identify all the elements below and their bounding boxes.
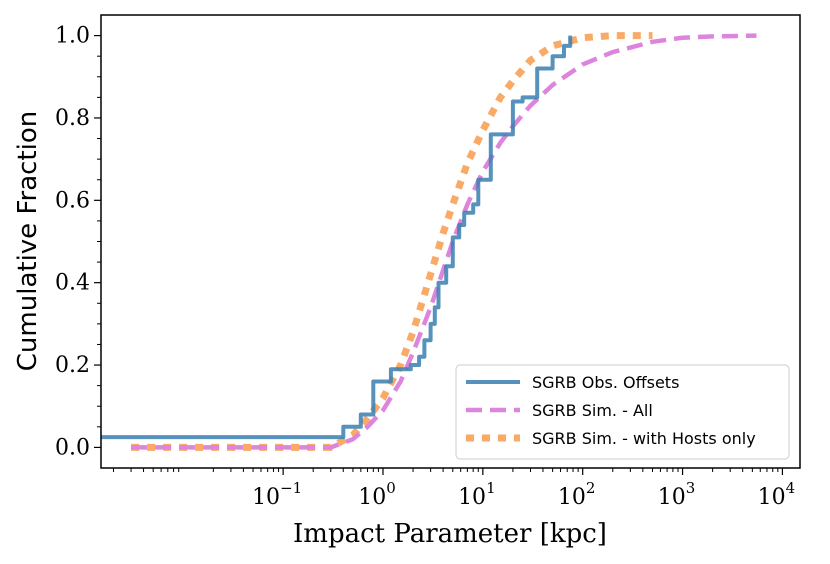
x-tick-label: 10−1: [252, 479, 302, 510]
y-tick-label: 0.4: [55, 271, 90, 296]
x-tick-label: 102: [558, 479, 596, 510]
series-line-2: [131, 32, 653, 451]
axis-ticks: 0.0 0.2 0.4 0.6 0.8 1.0 10−1 100 101 102 103 104: [55, 24, 795, 510]
y-tick-label: 1.0: [55, 24, 90, 49]
y-axis-label: Cumulative Fraction: [13, 111, 43, 371]
legend-label-2: SGRB Sim. - with Hosts only: [532, 429, 756, 448]
y-tick-label: 0.0: [55, 435, 90, 460]
series-line-1: [131, 33, 757, 450]
legend-box: [455, 364, 790, 460]
x-tick-label: 100: [358, 479, 396, 510]
x-axis-label: Impact Parameter [kpc]: [293, 519, 607, 549]
series-line-0: [101, 35, 573, 440]
x-tick-label: 103: [658, 479, 696, 510]
y-tick-label: 0.6: [55, 188, 90, 213]
legend: SGRB Obs. Offsets SGRB Sim. - All SGRB Sim…: [455, 364, 790, 460]
plot-area: [101, 32, 757, 451]
legend-label-0: SGRB Obs. Offsets: [532, 373, 679, 392]
x-tick-label: 104: [758, 479, 796, 510]
legend-label-1: SGRB Sim. - All: [532, 401, 653, 420]
y-tick-label: 0.2: [55, 353, 90, 378]
x-tick-label: 101: [458, 479, 496, 510]
y-tick-label: 0.8: [55, 106, 90, 131]
